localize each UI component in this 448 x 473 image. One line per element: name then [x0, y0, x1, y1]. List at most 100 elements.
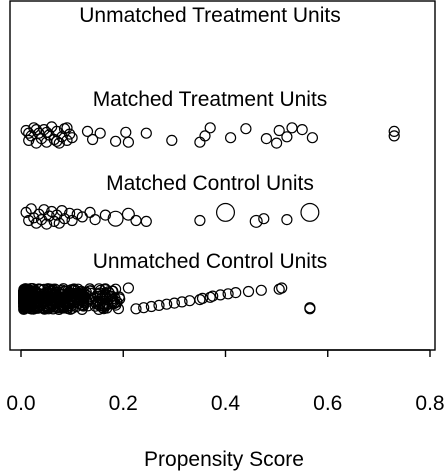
data-point [99, 209, 112, 221]
data-point [90, 298, 102, 310]
x-axis-title: Propensity Score [144, 448, 304, 471]
data-point [304, 302, 316, 314]
data-point [199, 130, 211, 142]
data-point [18, 293, 30, 306]
data-point [40, 126, 53, 138]
data-point [300, 202, 320, 222]
data-point [184, 295, 196, 307]
data-point [30, 286, 42, 298]
data-point [84, 206, 96, 218]
data-point [48, 215, 60, 227]
data-point [242, 285, 255, 298]
data-point [99, 284, 111, 296]
data-point [140, 127, 152, 139]
group-label-matched-control: Matched Control Units [106, 172, 314, 195]
data-point [63, 128, 76, 140]
data-point [258, 213, 270, 225]
points-layer [18, 121, 400, 315]
data-point [23, 127, 35, 139]
data-point [120, 126, 132, 138]
data-point [286, 122, 298, 134]
data-point [249, 214, 263, 228]
data-point [30, 297, 42, 309]
data-point [89, 214, 101, 226]
data-point [207, 290, 219, 302]
x-axis-ticks: 0.0 0.2 0.4 0.6 0.8 [6, 350, 445, 415]
data-point [130, 214, 142, 227]
data-point [296, 124, 308, 136]
data-point [76, 291, 88, 303]
data-point [77, 300, 90, 312]
data-point [194, 214, 206, 227]
data-point [306, 132, 318, 144]
data-point [107, 210, 124, 227]
group-label-unmatched-control: Unmatched Control Units [93, 250, 328, 273]
x-tick-label: 0.0 [6, 392, 35, 415]
data-point [65, 290, 77, 302]
data-point [106, 285, 118, 297]
data-point [122, 136, 134, 148]
data-point [108, 297, 120, 310]
data-point [166, 134, 178, 146]
x-tick-label: 0.6 [313, 392, 342, 415]
data-point [388, 130, 400, 142]
data-point [40, 218, 53, 230]
data-point [86, 133, 99, 146]
data-point [255, 284, 267, 296]
data-point [63, 207, 76, 219]
data-point [61, 122, 73, 134]
data-point [194, 136, 206, 148]
data-point [91, 290, 104, 302]
data-point [53, 137, 65, 149]
data-point [41, 301, 53, 313]
data-point [81, 125, 94, 137]
data-point [59, 298, 72, 311]
data-point [37, 288, 49, 300]
data-point [130, 303, 142, 315]
data-point [176, 296, 188, 308]
x-tick-label: 0.2 [109, 392, 138, 415]
data-point [168, 297, 180, 309]
data-point [94, 127, 106, 139]
data-point [56, 205, 68, 217]
data-point [161, 298, 173, 310]
data-point [103, 287, 115, 299]
data-point [214, 289, 226, 301]
data-point [18, 299, 30, 311]
data-point [66, 132, 78, 144]
data-point [260, 133, 272, 145]
data-point [43, 287, 55, 299]
data-point [388, 125, 400, 137]
data-point [276, 282, 288, 294]
data-point [140, 215, 152, 227]
data-point [18, 287, 30, 299]
data-point [51, 135, 63, 147]
data-point [43, 299, 55, 311]
data-point [145, 300, 157, 313]
data-point [273, 124, 285, 137]
x-tick-label: 0.4 [211, 392, 241, 415]
data-point [138, 302, 150, 314]
data-point [240, 123, 252, 135]
data-point [97, 300, 109, 312]
data-point [225, 132, 237, 144]
data-point [281, 214, 293, 226]
data-point [109, 135, 122, 147]
group-label-unmatched-treatment: Unmatched Treatment Units [79, 4, 340, 27]
data-point [122, 282, 134, 294]
data-point [216, 202, 236, 222]
data-point [230, 287, 242, 299]
data-point [281, 131, 293, 143]
data-point [42, 303, 55, 315]
data-point [204, 122, 216, 134]
data-point [54, 293, 66, 305]
data-point [93, 283, 105, 295]
data-point [121, 207, 135, 221]
data-point [153, 299, 165, 311]
data-point [196, 292, 209, 304]
data-point [222, 288, 234, 300]
data-point [271, 137, 283, 149]
group-label-matched-treatment: Matched Treatment Units [93, 88, 328, 111]
x-tick-label: 0.8 [415, 392, 444, 415]
